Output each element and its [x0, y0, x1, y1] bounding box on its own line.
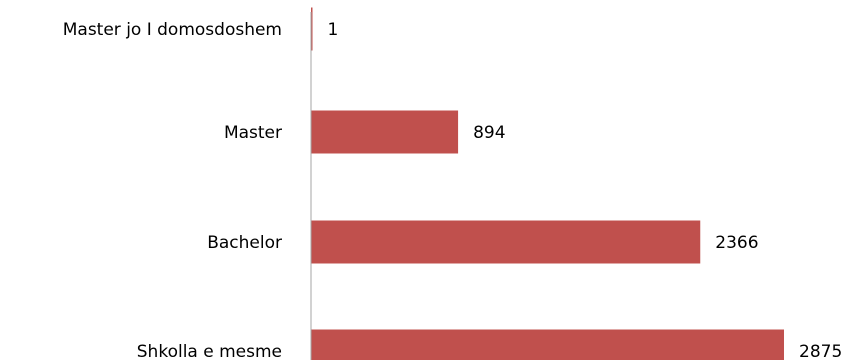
data-label-3: 2875 — [799, 342, 842, 360]
bar-3 — [311, 329, 784, 364]
category-label-1: Master — [224, 123, 282, 143]
bar-1 — [311, 110, 459, 154]
labels-layer: Master jo I domosdoshem 1 Master 894 Bachelo… — [63, 20, 843, 362]
data-label-0: 1 — [328, 20, 339, 40]
data-label-1: 894 — [473, 123, 505, 143]
category-label-2: Bachelor — [207, 233, 282, 253]
category-label-0: Master jo I domosdoshem — [63, 20, 282, 40]
bar-0 — [311, 7, 313, 51]
category-label-3: Shkolla e mesme — [137, 342, 282, 360]
data-label-2: 2366 — [715, 233, 758, 253]
bar-2 — [311, 220, 701, 264]
bars-layer — [311, 7, 784, 364]
